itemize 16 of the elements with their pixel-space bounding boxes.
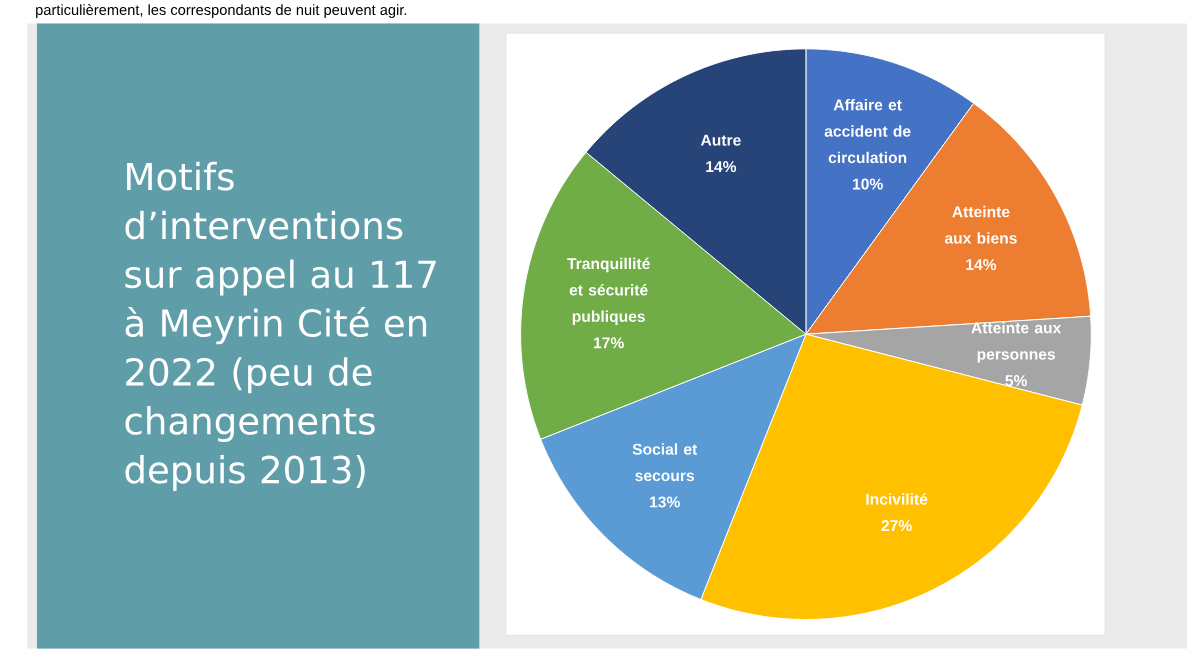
slice-label: Tranquillité et sécurité publiques [567, 257, 650, 326]
slice-label: Atteinte aux biens [944, 205, 1017, 244]
slice-label: Incivilité [866, 493, 928, 505]
slice-label: Atteinte aux personnes [971, 322, 1062, 363]
data-label: 27% [881, 520, 912, 532]
data-label: 14% [966, 259, 997, 271]
slice-label: Autre [700, 134, 741, 146]
data-label: 10% [852, 178, 883, 190]
slice-label: Affaire et accident de circulation [824, 99, 911, 164]
slice-label: Social et secours [632, 443, 698, 482]
data-label: 17% [593, 337, 624, 349]
data-label: 5% [1005, 375, 1028, 387]
text: Motifs d’interventions sur appel au 117 à Meyrin Cité en 2022 (peu de changements depuis 2013) [125, 161, 436, 491]
data-label: 13% [650, 496, 680, 508]
data-label: 14% [706, 161, 737, 173]
text: particulièrement, les correspondants de nuit peuvent agir. [36, 4, 407, 19]
